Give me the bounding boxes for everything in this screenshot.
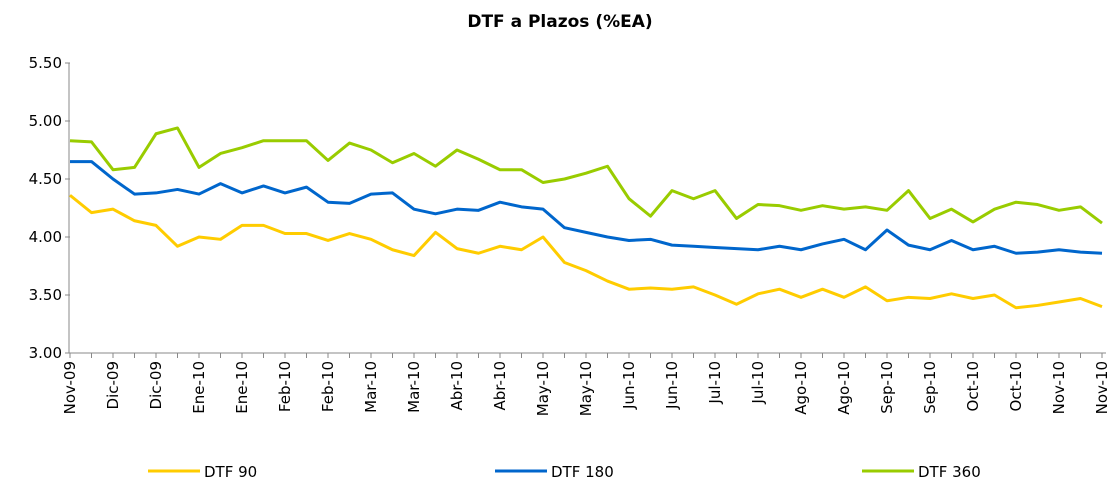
x-tick-label: Oct-10 [964, 361, 982, 411]
x-tick-label: Feb-10 [319, 361, 337, 412]
legend-label: DTF 180 [551, 463, 614, 481]
x-tick-label: Feb-10 [276, 361, 294, 412]
x-tick-label: Ene-10 [190, 361, 208, 414]
x-tick-label: Jul-10 [706, 361, 724, 405]
x-tick-label: Dic-09 [104, 361, 122, 409]
x-tick-label: Nov-10 [1093, 361, 1107, 414]
y-tick-label: 3.00 [29, 344, 62, 362]
y-tick-label: 4.00 [29, 228, 62, 246]
x-tick-label: Abr-10 [491, 361, 509, 411]
y-tick-label: 5.00 [29, 112, 62, 130]
x-tick-label: Ago-10 [792, 361, 810, 415]
x-tick-label: Jun-10 [663, 361, 681, 410]
legend-label: DTF 90 [204, 463, 257, 481]
x-tick-label: Jun-10 [620, 361, 638, 410]
x-tick-label: May-10 [534, 361, 552, 416]
x-tick-label: Sep-10 [878, 361, 896, 414]
x-tick-label: Mar-10 [362, 361, 380, 413]
y-tick-label: 4.50 [29, 170, 62, 188]
x-tick-label: May-10 [577, 361, 595, 416]
x-tick-label: Abr-10 [448, 361, 466, 411]
legend-label: DTF 360 [918, 463, 981, 481]
series-line [70, 160, 1103, 255]
x-tick-label: Dic-09 [147, 361, 165, 409]
x-tick-label: Sep-10 [921, 361, 939, 414]
series-line [69, 126, 1103, 225]
x-tick-label: Mar-10 [405, 361, 423, 413]
x-tick-label: Ene-10 [233, 361, 251, 414]
y-tick-label: 5.50 [29, 54, 62, 72]
x-tick-label: Jul-10 [749, 361, 767, 405]
series-line [69, 194, 1103, 310]
x-tick-label: Ago-10 [835, 361, 853, 415]
x-tick-label: Nov-10 [1050, 361, 1068, 414]
x-tick-label: Oct-10 [1007, 361, 1025, 411]
x-tick-label: Nov-09 [61, 361, 79, 414]
chart-title: DTF a Plazos (%EA) [467, 12, 652, 32]
y-tick-label: 3.50 [29, 286, 62, 304]
